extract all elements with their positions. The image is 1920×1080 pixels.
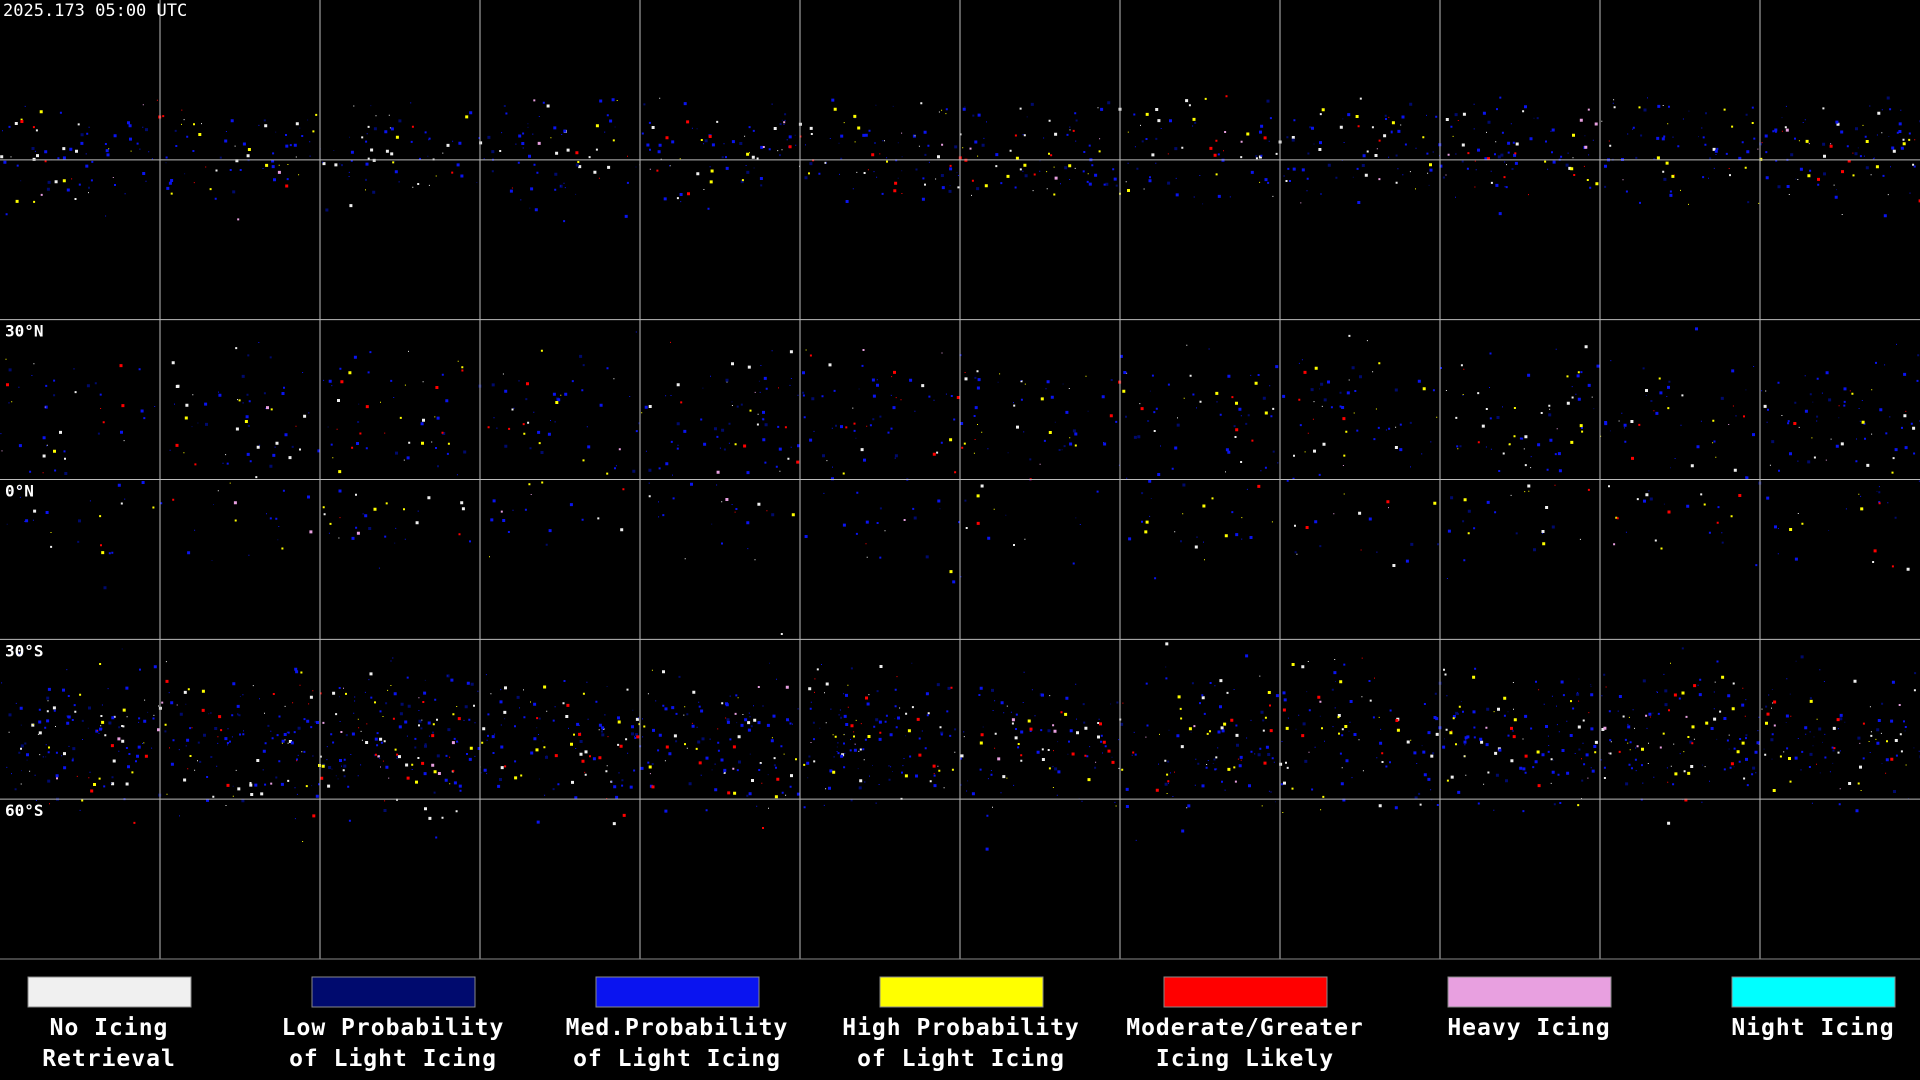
legend-label: Icing Likely [1156,1046,1334,1072]
latitude-label: 30°N [5,322,44,341]
legend-label: Retrieval [42,1046,176,1072]
legend-label: High Probability [842,1015,1080,1041]
legend-swatch [1163,976,1328,1008]
graticule [0,0,1920,960]
legend-label: Low Probability [282,1015,505,1041]
legend-swatch [1731,976,1896,1008]
legend-swatch [27,976,192,1008]
legend-swatch [1447,976,1612,1008]
legend-label: No Icing [50,1015,169,1041]
latitude-label: 30°S [5,641,44,660]
legend-label: of Light Icing [573,1046,781,1072]
legend-swatch [879,976,1044,1008]
latitude-label: 0°N [5,482,34,501]
legend-swatch [595,976,760,1008]
legend-label: Night Icing [1731,1015,1894,1041]
latitude-label: 60°S [5,801,44,820]
legend-label: of Light Icing [289,1046,497,1072]
latitude-labels: 30°N 0°N 30°S 60°S [5,322,44,821]
legend-label: Moderate/Greater [1126,1015,1364,1041]
legend-label: Heavy Icing [1447,1015,1610,1041]
legend: No Icing Retrieval Low Probability of Light… [27,976,1896,1072]
legend-swatch [311,976,476,1008]
legend-label: of Light Icing [857,1046,1065,1072]
timestamp: 2025.173 05:00 UTC [3,1,187,21]
legend-label: Med.Probability [566,1015,789,1041]
